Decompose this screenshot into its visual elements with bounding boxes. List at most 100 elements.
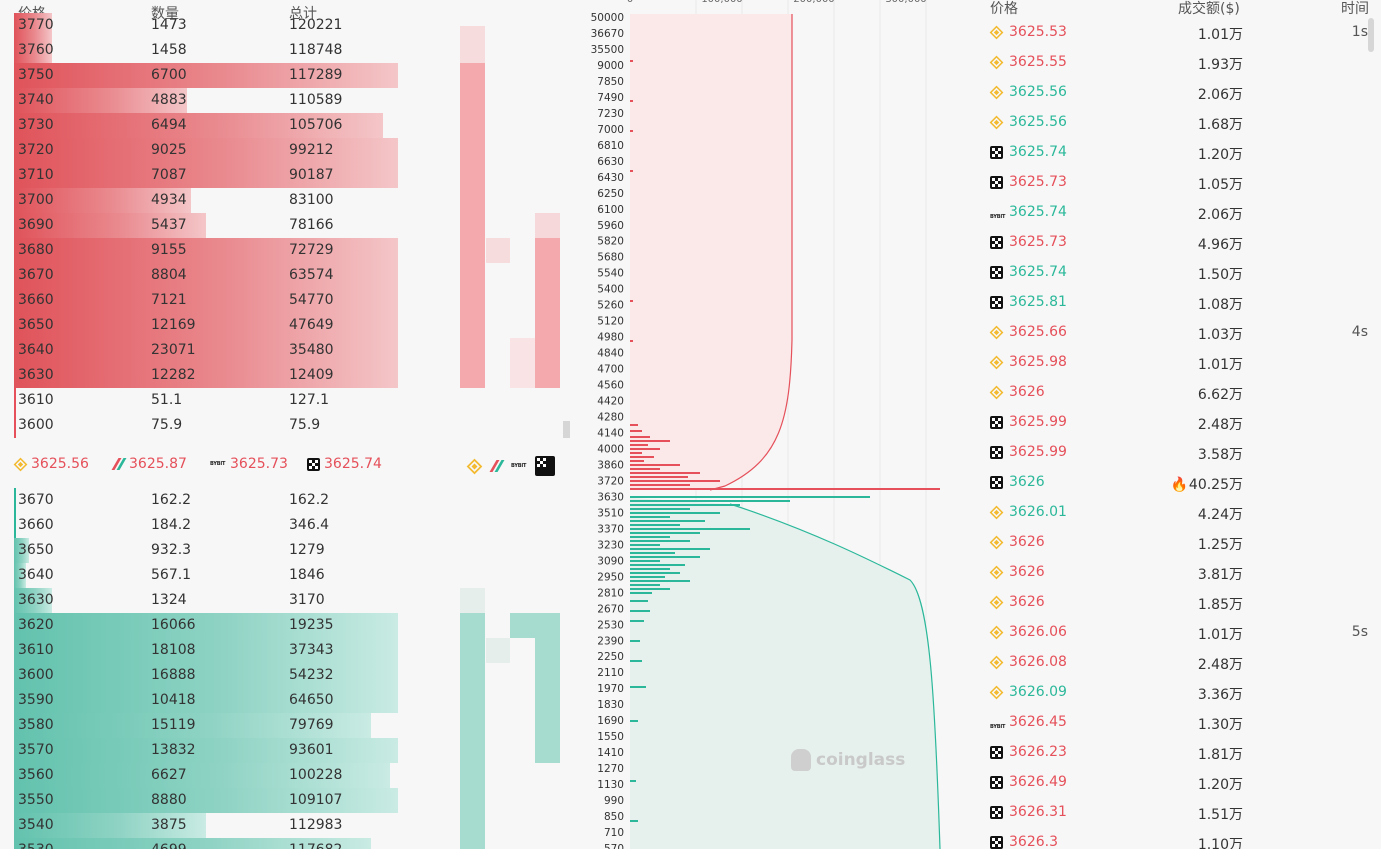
- trade-row[interactable]: 3625.74 1.20万: [964, 138, 1381, 168]
- ask-row[interactable]: 3690 5437 78166: [0, 213, 440, 238]
- trade-exchange: [989, 325, 1004, 343]
- trade-row[interactable]: 3626.3 1.10万: [964, 828, 1381, 849]
- bid-row[interactable]: 3570 13832 93601: [0, 738, 440, 763]
- trade-price: 3625.98: [1009, 354, 1067, 370]
- trade-row[interactable]: 3626.01 4.24万: [964, 498, 1381, 528]
- ask-row[interactable]: 3700 4934 83100: [0, 188, 440, 213]
- bid-row[interactable]: 3540 3875 112983: [0, 813, 440, 838]
- trade-row[interactable]: 3625.53 1.01万 1s: [964, 18, 1381, 48]
- coinglass-logo-icon: [791, 749, 811, 771]
- bid-depth-bar: [14, 563, 26, 588]
- binance-icon: [989, 25, 1004, 40]
- trade-row[interactable]: 3625.73 4.96万: [964, 228, 1381, 258]
- exchange-price-bybit[interactable]: BYBIT 3625.73: [210, 456, 288, 472]
- bid-price: 3560: [18, 767, 54, 783]
- bid-row[interactable]: 3530 4699 117682: [0, 838, 440, 849]
- ask-row[interactable]: 3650 12169 47649: [0, 313, 440, 338]
- bid-row[interactable]: 3590 10418 64650: [0, 688, 440, 713]
- trade-row[interactable]: 3625.98 1.01万: [964, 348, 1381, 378]
- bid-row[interactable]: 3670 162.2 162.2: [0, 488, 440, 513]
- trade-row[interactable]: 3626.49 1.20万: [964, 768, 1381, 798]
- ask-total: 63574: [289, 267, 334, 283]
- bid-total: 100228: [289, 767, 343, 783]
- trade-row[interactable]: 3626.08 2.48万: [964, 648, 1381, 678]
- ask-row[interactable]: 3640 23071 35480: [0, 338, 440, 363]
- exchange-price-okx[interactable]: 3625.74: [307, 456, 382, 472]
- ask-price: 3670: [18, 267, 54, 283]
- trade-row[interactable]: 3625.66 1.03万 4s: [964, 318, 1381, 348]
- ask-row[interactable]: 3750 6700 117289: [0, 63, 440, 88]
- trade-price: 3626: [1009, 564, 1045, 580]
- depth-y-tick-label: 5820: [597, 236, 624, 248]
- trade-row[interactable]: BYBIT 3626.45 1.30万: [964, 708, 1381, 738]
- bid-row[interactable]: 3650 932.3 1279: [0, 538, 440, 563]
- ask-depth-bar: [14, 188, 191, 213]
- binance-icon: [989, 565, 1004, 580]
- bid-depth-edge: [14, 513, 16, 538]
- ask-row[interactable]: 3610 51.1 127.1: [0, 388, 440, 413]
- trade-row[interactable]: 3626 6.62万: [964, 378, 1381, 408]
- trade-row[interactable]: BYBIT 3625.74 2.06万: [964, 198, 1381, 228]
- bid-depth-bar: [630, 600, 648, 602]
- trade-row[interactable]: 3625.56 1.68万: [964, 108, 1381, 138]
- bid-row[interactable]: 3560 6627 100228: [0, 763, 440, 788]
- ask-depth-bar: [630, 488, 940, 490]
- ask-row[interactable]: 3670 8804 63574: [0, 263, 440, 288]
- trade-row[interactable]: 3625.73 1.05万: [964, 168, 1381, 198]
- trade-row[interactable]: 3626 1.85万: [964, 588, 1381, 618]
- bid-depth-bar: [630, 500, 790, 502]
- trade-exchange: [989, 625, 1004, 643]
- exchange-price-binance[interactable]: 3625.56: [13, 456, 89, 472]
- trade-row[interactable]: 3625.74 1.50万: [964, 258, 1381, 288]
- trade-row[interactable]: 3626 3.81万: [964, 558, 1381, 588]
- ask-row[interactable]: 3740 4883 110589: [0, 88, 440, 113]
- ask-qty: 4934: [151, 192, 187, 208]
- ask-row[interactable]: 3770 1473 120221: [0, 13, 440, 38]
- trade-row[interactable]: 3626.31 1.51万: [964, 798, 1381, 828]
- bid-depth-bar: [630, 572, 680, 574]
- bid-row[interactable]: 3620 16066 19235: [0, 613, 440, 638]
- bid-row[interactable]: 3550 8880 109107: [0, 788, 440, 813]
- trade-row[interactable]: 3625.56 2.06万: [964, 78, 1381, 108]
- exchange-depth-block: [460, 26, 485, 63]
- bid-row[interactable]: 3610 18108 37343: [0, 638, 440, 663]
- ask-row[interactable]: 3720 9025 99212: [0, 138, 440, 163]
- bybit-filter-icon[interactable]: BYBIT: [511, 463, 527, 469]
- bid-row[interactable]: 3630 1324 3170: [0, 588, 440, 613]
- ask-row[interactable]: 3660 7121 54770: [0, 288, 440, 313]
- trade-row[interactable]: 3626 🔥40.25万: [964, 468, 1381, 498]
- trade-row[interactable]: 3625.99 3.58万: [964, 438, 1381, 468]
- scrollbar[interactable]: [1368, 18, 1374, 52]
- okx-filter-icon[interactable]: [535, 456, 555, 476]
- binance-icon: [989, 535, 1004, 550]
- ask-row[interactable]: 3680 9155 72729: [0, 238, 440, 263]
- trade-row[interactable]: 3626 1.25万: [964, 528, 1381, 558]
- trade-amount: 1.25万: [1198, 534, 1243, 554]
- bid-total: 54232: [289, 667, 334, 683]
- ask-row[interactable]: 3600 75.9 75.9: [0, 413, 440, 438]
- ask-depth-bar: [14, 363, 398, 388]
- bid-row[interactable]: 3640 567.1 1846: [0, 563, 440, 588]
- trades-header: 价格 成交额($) 时间: [964, 0, 1381, 18]
- trade-row[interactable]: 3626.23 1.81万: [964, 738, 1381, 768]
- col-header-total: 总计: [289, 6, 317, 22]
- trade-row[interactable]: 3625.55 1.93万: [964, 48, 1381, 78]
- ask-row[interactable]: 3730 6494 105706: [0, 113, 440, 138]
- trade-row[interactable]: 3625.81 1.08万: [964, 288, 1381, 318]
- ask-row[interactable]: 3630 12282 12409: [0, 363, 440, 388]
- trade-row[interactable]: 3626.09 3.36万: [964, 678, 1381, 708]
- bid-total: 64650: [289, 692, 334, 708]
- bid-depth-bar: [630, 620, 644, 622]
- ask-row[interactable]: 3760 1458 118748: [0, 38, 440, 63]
- bid-depth-bar: [630, 592, 652, 594]
- trade-amount-value: 2.06万: [1197, 87, 1243, 103]
- trade-row[interactable]: 3626.06 1.01万 5s: [964, 618, 1381, 648]
- bid-row[interactable]: 3600 16888 54232: [0, 663, 440, 688]
- exchange-price-slash[interactable]: 3625.87: [111, 456, 187, 472]
- exchange-depth-columns: [460, 0, 570, 849]
- trade-exchange: [990, 476, 1003, 493]
- bid-row[interactable]: 3580 15119 79769: [0, 713, 440, 738]
- trade-row[interactable]: 3625.99 2.48万: [964, 408, 1381, 438]
- ask-row[interactable]: 3710 7087 90187: [0, 163, 440, 188]
- bid-row[interactable]: 3660 184.2 346.4: [0, 513, 440, 538]
